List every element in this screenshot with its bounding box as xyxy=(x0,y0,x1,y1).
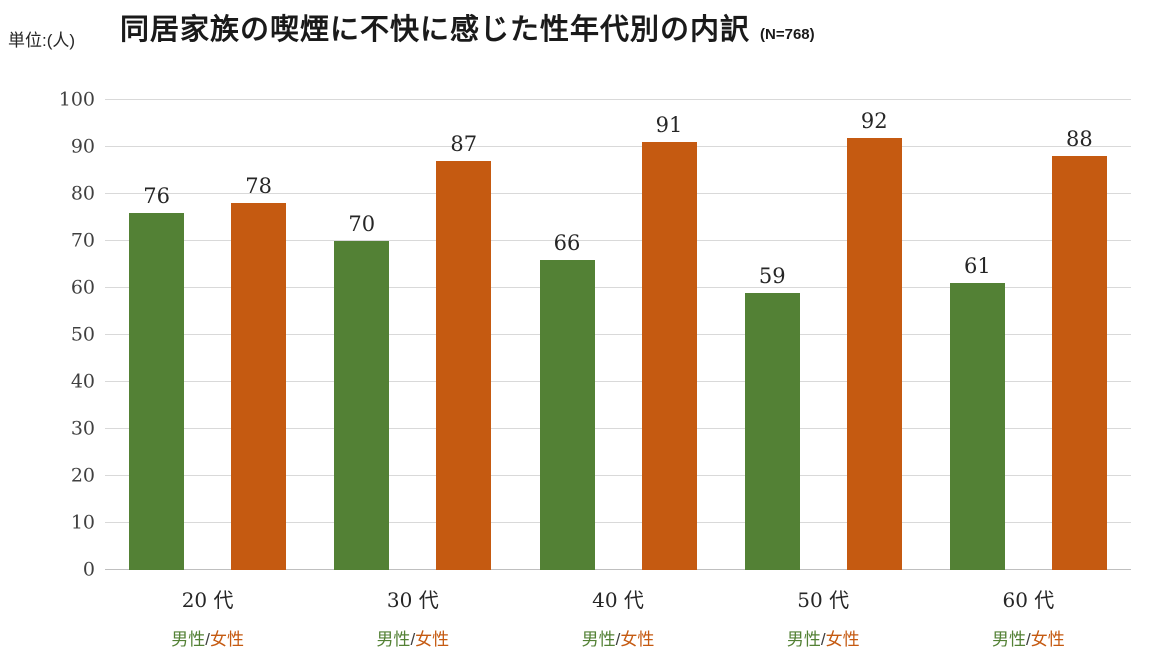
bar-wrapper: 87 xyxy=(436,100,492,570)
gridline xyxy=(105,381,1131,382)
bar-男性 xyxy=(744,292,800,570)
y-tick-label: 60 xyxy=(70,276,95,299)
bar-wrapper: 92 xyxy=(846,100,902,570)
y-tick-label: 40 xyxy=(70,370,95,393)
y-tick-label: 80 xyxy=(70,182,95,205)
bar-value-label: 76 xyxy=(143,183,170,208)
bar-女性 xyxy=(846,137,902,570)
y-tick-label: 70 xyxy=(70,229,95,252)
series-legend: 男性/女性 xyxy=(721,613,926,650)
legend-label-男性: 男性 xyxy=(992,630,1027,649)
legend-separator: / xyxy=(820,630,826,649)
bar-wrapper: 70 xyxy=(334,100,390,570)
series-legend: 男性/女性 xyxy=(310,613,515,650)
legend-separator: / xyxy=(410,630,416,649)
category-axis: 20 代 30 代 40 代 50 代 60 代 xyxy=(105,570,1131,613)
bar-value-label: 61 xyxy=(964,254,991,279)
bar-value-label: 87 xyxy=(450,132,478,157)
gridline xyxy=(105,475,1131,476)
bar-group: 70 87 xyxy=(310,100,515,570)
gridline xyxy=(105,146,1131,147)
series-legend: 男性/女性 xyxy=(926,613,1131,650)
bar-groups: 76 78 70 87 66 91 59 92 61 88 xyxy=(105,100,1131,570)
bar-wrapper: 66 xyxy=(539,100,595,570)
bar-value-label: 59 xyxy=(758,263,786,288)
series-legend: 男性/女性 xyxy=(515,613,720,650)
bar-group: 59 92 xyxy=(721,100,926,570)
y-tick-label: 0 xyxy=(82,558,95,581)
legend-separator: / xyxy=(615,630,621,649)
bar-wrapper: 78 xyxy=(231,100,287,570)
unit-label: 単位:(人) xyxy=(8,31,76,50)
gridline xyxy=(105,334,1131,335)
bar-wrapper: 91 xyxy=(641,100,697,570)
plot-area: 76 78 70 87 66 91 59 92 61 88 xyxy=(105,99,1131,570)
legend-label-男性: 男性 xyxy=(581,630,616,649)
category-label: 50 代 xyxy=(797,588,850,612)
y-tick-label: 50 xyxy=(70,323,95,346)
legend-label-男性: 男性 xyxy=(786,630,821,649)
chart-header: 単位:(人) 同居家族の喫煙に不快に感じた性年代別の内訳 (N=768) xyxy=(0,0,1171,96)
y-tick-label: 20 xyxy=(70,464,95,487)
legend-label-女性: 女性 xyxy=(415,630,450,649)
legend-label-女性: 女性 xyxy=(209,630,244,649)
legend-label-女性: 女性 xyxy=(825,630,860,649)
legend-separator: / xyxy=(205,630,210,649)
y-tick-label: 10 xyxy=(70,511,95,534)
bar-女性 xyxy=(641,142,697,570)
bar-chart: 0 10 20 30 40 50 60 70 80 90 100 76 78 70 87 66 91 59 92 6… xyxy=(0,90,1171,650)
gridline xyxy=(105,428,1131,429)
plot-column: 76 78 70 87 66 91 59 92 61 88 20 代 30 代 40 代 50 代 60 … xyxy=(105,99,1131,650)
bar-value-label: 78 xyxy=(245,174,272,199)
legend-label-男性: 男性 xyxy=(171,630,206,649)
y-tick-label: 30 xyxy=(70,417,95,440)
legend-label-男性: 男性 xyxy=(376,630,411,649)
bar-group: 61 88 xyxy=(926,100,1131,570)
page-title: 同居家族の喫煙に不快に感じた性年代別の内訳 xyxy=(120,14,751,46)
bar-wrapper: 76 xyxy=(129,100,185,570)
category-label: 30 代 xyxy=(386,588,439,612)
gridline xyxy=(105,193,1131,194)
legend-label-女性: 女性 xyxy=(1030,630,1065,649)
bar-wrapper: 61 xyxy=(949,100,1005,570)
bar-女性 xyxy=(436,161,492,570)
title-row: 同居家族の喫煙に不快に感じた性年代別の内訳 (N=768) xyxy=(120,6,815,48)
bar-group: 66 91 xyxy=(515,100,720,570)
bar-value-label: 88 xyxy=(1066,127,1093,152)
series-legend: 男性/女性 xyxy=(105,613,310,650)
category-label: 60 代 xyxy=(1002,588,1055,612)
y-tick-label: 100 xyxy=(58,88,95,111)
bar-wrapper: 88 xyxy=(1051,100,1107,570)
x-axis-line xyxy=(105,569,1131,570)
y-tick-label: 90 xyxy=(70,135,95,158)
bar-value-label: 92 xyxy=(860,108,888,133)
gridline xyxy=(105,240,1131,241)
bar-女性 xyxy=(1051,156,1107,570)
gridline xyxy=(105,99,1131,100)
legend-separator: / xyxy=(1026,630,1031,649)
bar-value-label: 91 xyxy=(655,113,683,138)
gridline xyxy=(105,287,1131,288)
bar-男性 xyxy=(334,241,390,570)
bar-wrapper: 59 xyxy=(744,100,800,570)
bar-value-label: 70 xyxy=(348,212,376,236)
series-legend-row: 男性/女性 男性/女性 男性/女性 男性/女性 男性/女性 xyxy=(105,613,1131,650)
category-label: 40 代 xyxy=(592,588,644,612)
y-axis: 0 10 20 30 40 50 60 70 80 90 100 xyxy=(0,90,105,579)
gridline xyxy=(105,522,1131,523)
bar-男性 xyxy=(949,283,1005,570)
legend-label-女性: 女性 xyxy=(620,630,655,649)
bar-男性 xyxy=(539,259,595,570)
category-label: 20 代 xyxy=(181,588,234,612)
bar-女性 xyxy=(231,203,287,570)
bar-group: 76 78 xyxy=(105,100,310,570)
bar-男性 xyxy=(129,212,185,570)
bar-value-label: 66 xyxy=(553,230,581,255)
sample-size-label: (N=768) xyxy=(760,26,815,43)
